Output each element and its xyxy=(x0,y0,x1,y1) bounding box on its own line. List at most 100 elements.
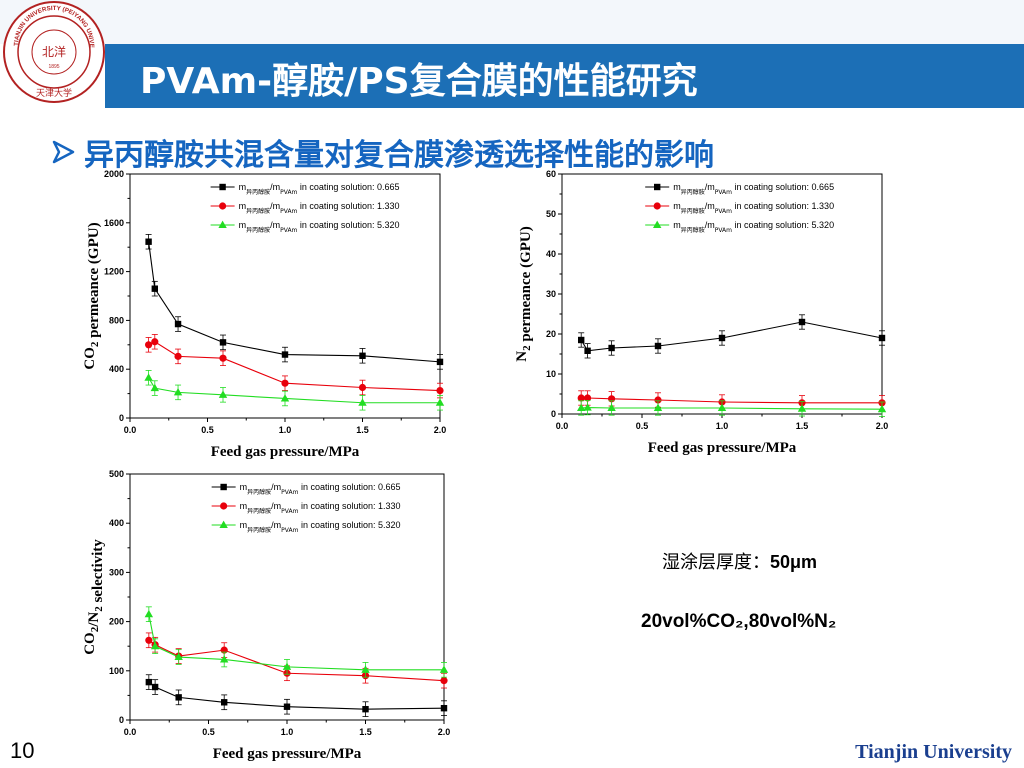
legend-entry: m异丙醇胺/mPVAm in coating solution: 0.665 xyxy=(645,182,834,196)
y-tick-label: 200 xyxy=(109,617,124,627)
legend-label: m异丙醇胺/mPVAm in coating solution: 1.330 xyxy=(239,201,400,215)
x-tick-label: 1.5 xyxy=(356,425,369,435)
data-point xyxy=(174,352,182,360)
x-tick-label: 1.5 xyxy=(796,421,809,431)
data-point xyxy=(608,344,615,352)
co2-permeance-plot: 0.0 0.5 1.0 1.5 2.0 0 400 800 1200 1600 2000 Feed g… xyxy=(82,169,447,460)
legend-marker xyxy=(220,502,228,510)
y-tick-label: 60 xyxy=(546,169,556,179)
data-point xyxy=(218,390,228,398)
y-tick-label: 0 xyxy=(119,715,124,725)
x-tick-label: 0.0 xyxy=(556,421,569,431)
university-seal-icon: TIANJIN UNIVERSITY (PEIYANG UNIVERSITY) … xyxy=(2,0,105,103)
data-point xyxy=(144,373,153,381)
x-axis-label: Feed gas pressure/MPa xyxy=(211,444,360,460)
series-line xyxy=(148,241,441,363)
data-point xyxy=(150,383,159,392)
seal-bottom-text: 天津大学 xyxy=(36,87,72,99)
series-line xyxy=(580,321,883,352)
x-tick-label: 1.0 xyxy=(279,425,292,435)
legend-label: m异丙醇胺/mPVAm in coating solution: 5.320 xyxy=(240,520,401,534)
legend-entry: m异丙醇胺/mPVAm in coating solution: 5.320 xyxy=(645,220,834,234)
data-point xyxy=(607,403,616,411)
data-point xyxy=(362,705,369,713)
data-point xyxy=(584,394,592,402)
data-point xyxy=(578,336,585,344)
n2-permeance-chart: 0.0 0.5 1.0 1.5 2.0 0 10 20 30 40 50 60 Feed gas pre… xyxy=(510,160,900,470)
x-axis-label: Feed gas pressure/MPa xyxy=(648,440,797,456)
x-tick-label: 2.0 xyxy=(434,425,447,435)
legend-label: m异丙醇胺/mPVAm in coating solution: 1.330 xyxy=(240,501,401,515)
y-tick-label: 500 xyxy=(109,469,124,479)
co2-permeance-chart: 0.0 0.5 1.0 1.5 2.0 0 400 800 1200 1600 2000 Feed g… xyxy=(82,160,462,470)
data-point xyxy=(584,347,591,354)
data-point xyxy=(583,403,592,411)
series-triangle xyxy=(577,399,887,417)
data-point xyxy=(220,655,229,663)
thickness-label: 湿涂层厚度： xyxy=(662,552,770,573)
x-tick-label: 2.0 xyxy=(876,421,889,431)
thickness-value: 50μm xyxy=(770,552,818,572)
data-point xyxy=(577,403,586,411)
series-square xyxy=(145,233,444,370)
data-point xyxy=(174,320,182,328)
seal-center-text: 北洋 xyxy=(42,44,66,59)
data-point xyxy=(358,398,367,406)
y-axis-label: N2 permeance (GPU) xyxy=(514,226,534,361)
y-tick-label: 400 xyxy=(109,518,124,528)
data-point xyxy=(281,379,289,387)
y-tick-label: 100 xyxy=(109,666,124,676)
legend-marker xyxy=(653,202,661,210)
data-point xyxy=(151,338,159,346)
legend-marker xyxy=(219,183,226,191)
data-point xyxy=(145,678,153,686)
legend-entry: m异丙醇胺/mPVAm in coating solution: 1.330 xyxy=(211,501,401,515)
data-point xyxy=(436,358,444,366)
series-triangle xyxy=(144,370,445,411)
legend-label: m异丙醇胺/mPVAm in coating solution: 5.320 xyxy=(673,220,834,234)
data-point xyxy=(877,404,887,413)
data-point xyxy=(797,404,807,412)
data-point xyxy=(361,665,370,673)
legend-entry: m异丙醇胺/mPVAm in coating solution: 0.665 xyxy=(210,182,400,196)
subtitle-row: 异丙醇胺共混含量对复合膜渗透选择性能的影响 xyxy=(50,130,714,174)
data-point xyxy=(173,387,183,396)
y-tick-label: 1600 xyxy=(104,218,124,228)
x-axis-label: Feed gas pressure/MPa xyxy=(213,746,362,762)
legend-marker xyxy=(219,520,228,528)
data-point xyxy=(175,694,182,701)
legend-marker xyxy=(653,220,662,228)
series-line xyxy=(581,397,882,404)
legend-label: m异丙醇胺/mPVAm in coating solution: 0.665 xyxy=(239,182,400,196)
legend-entry: m异丙醇胺/mPVAm in coating solution: 5.320 xyxy=(211,520,401,534)
y-tick-label: 800 xyxy=(109,315,124,325)
data-point xyxy=(283,703,291,710)
data-point xyxy=(440,677,448,685)
x-tick-label: 0.0 xyxy=(124,727,137,737)
data-point xyxy=(654,396,662,404)
arrow-bullet-icon xyxy=(52,140,75,164)
legend-label: m异丙醇胺/mPVAm in coating solution: 1.330 xyxy=(673,201,834,215)
series-circle xyxy=(577,390,886,411)
series-line xyxy=(148,614,444,671)
data-point xyxy=(280,394,290,402)
data-point xyxy=(151,285,158,292)
y-tick-label: 400 xyxy=(109,364,124,374)
selectivity-chart: 0.0 0.5 1.0 1.5 2.0 0 100 200 300 400 500 Feed gas … xyxy=(82,462,462,768)
legend-entry: m异丙醇胺/mPVAm in coating solution: 5.320 xyxy=(210,220,400,234)
y-tick-label: 1200 xyxy=(104,267,124,277)
series-line xyxy=(148,681,445,710)
legend-marker xyxy=(220,483,227,491)
x-tick-label: 0.5 xyxy=(202,727,215,737)
legend-marker xyxy=(218,220,227,228)
x-tick-label: 1.0 xyxy=(281,727,294,737)
section-heading: 异丙醇胺共混含量对复合膜渗透选择性能的影响 xyxy=(84,138,714,173)
legend-label: m异丙醇胺/mPVAm in coating solution: 5.320 xyxy=(239,220,400,234)
x-tick-label: 2.0 xyxy=(438,727,451,737)
legend-label: m异丙醇胺/mPVAm in coating solution: 0.665 xyxy=(673,182,834,196)
data-point xyxy=(359,352,366,359)
page-number: 10 xyxy=(10,738,35,763)
series-square xyxy=(145,674,448,717)
data-point xyxy=(281,351,289,358)
series-circle xyxy=(145,334,444,399)
